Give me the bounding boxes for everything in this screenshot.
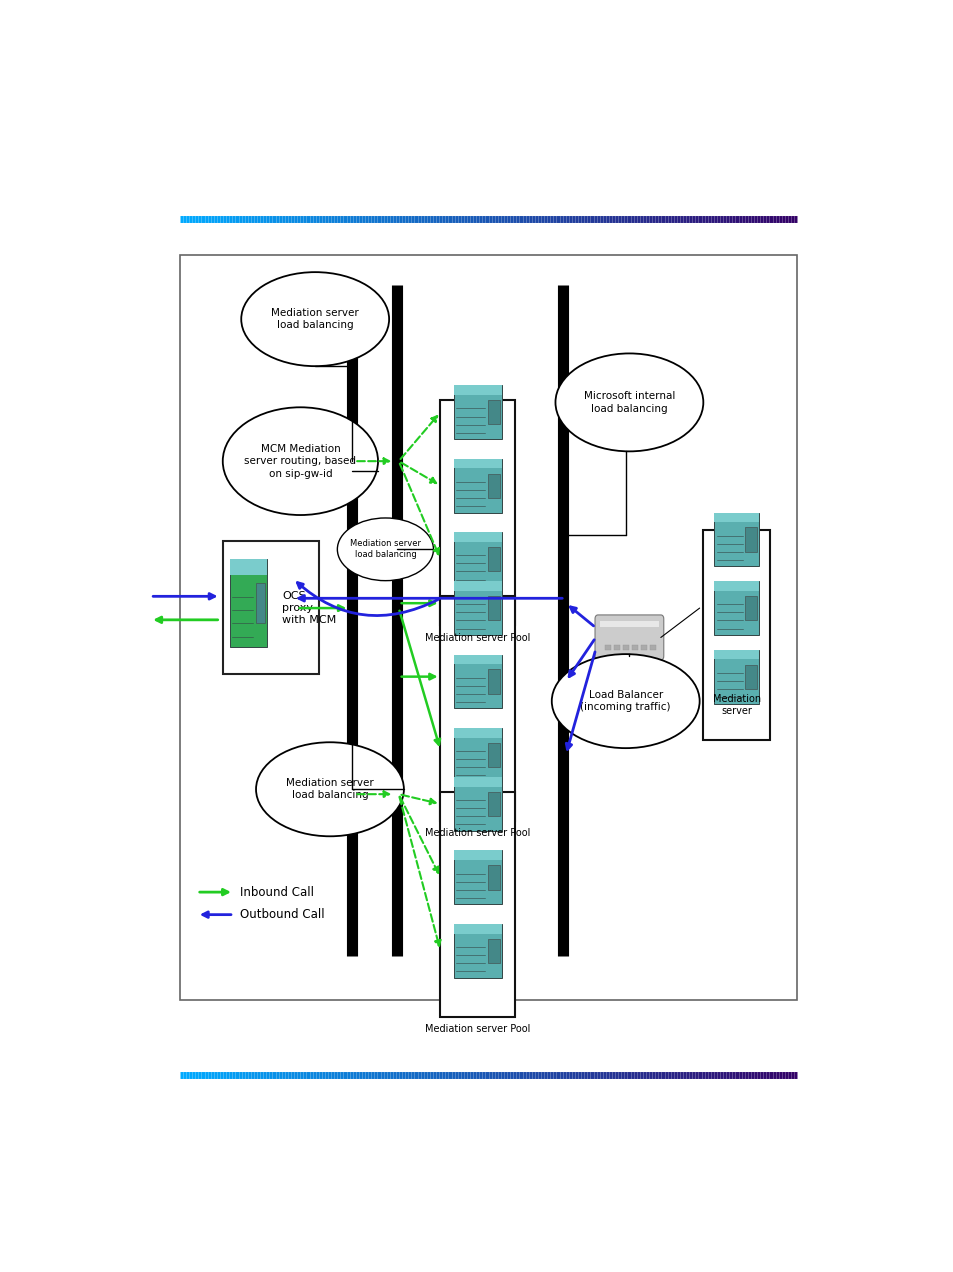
FancyBboxPatch shape xyxy=(487,473,499,497)
FancyBboxPatch shape xyxy=(714,581,758,590)
FancyBboxPatch shape xyxy=(230,560,267,647)
FancyBboxPatch shape xyxy=(744,664,756,688)
FancyBboxPatch shape xyxy=(454,385,501,439)
FancyBboxPatch shape xyxy=(487,401,499,425)
FancyArrowPatch shape xyxy=(297,583,437,616)
FancyBboxPatch shape xyxy=(454,851,501,904)
Text: Microsoft internal
load balancing: Microsoft internal load balancing xyxy=(583,392,675,413)
FancyBboxPatch shape xyxy=(714,650,758,659)
FancyArrowPatch shape xyxy=(566,651,595,749)
Text: OCS
proxy
with MCM: OCS proxy with MCM xyxy=(282,591,335,625)
FancyBboxPatch shape xyxy=(454,385,501,394)
Text: Load Balancer
(incoming traffic): Load Balancer (incoming traffic) xyxy=(579,689,670,712)
Text: Mediation server Pool: Mediation server Pool xyxy=(425,1024,530,1034)
FancyBboxPatch shape xyxy=(454,459,501,468)
FancyBboxPatch shape xyxy=(487,865,499,889)
Text: Outbound Call: Outbound Call xyxy=(239,908,324,921)
FancyBboxPatch shape xyxy=(714,513,758,523)
FancyBboxPatch shape xyxy=(454,532,501,586)
FancyBboxPatch shape xyxy=(487,939,499,963)
FancyBboxPatch shape xyxy=(487,547,499,571)
Text: Mediation server Pool: Mediation server Pool xyxy=(425,632,530,642)
FancyArrowPatch shape xyxy=(400,416,436,459)
FancyBboxPatch shape xyxy=(440,792,515,1016)
FancyBboxPatch shape xyxy=(487,792,499,817)
FancyBboxPatch shape xyxy=(440,597,515,820)
FancyBboxPatch shape xyxy=(649,645,655,650)
Text: Mediation
server: Mediation server xyxy=(712,695,760,716)
FancyArrowPatch shape xyxy=(401,795,436,804)
Ellipse shape xyxy=(337,518,433,580)
FancyBboxPatch shape xyxy=(454,459,501,513)
FancyBboxPatch shape xyxy=(454,777,501,831)
FancyArrowPatch shape xyxy=(299,605,343,611)
FancyBboxPatch shape xyxy=(454,923,501,934)
Text: Mediation server
load balancing: Mediation server load balancing xyxy=(350,539,420,560)
FancyBboxPatch shape xyxy=(714,581,758,635)
FancyBboxPatch shape xyxy=(454,923,501,978)
FancyBboxPatch shape xyxy=(454,851,501,860)
FancyBboxPatch shape xyxy=(222,542,318,674)
FancyArrowPatch shape xyxy=(203,912,231,917)
FancyBboxPatch shape xyxy=(487,669,499,693)
FancyBboxPatch shape xyxy=(454,655,501,664)
FancyBboxPatch shape xyxy=(454,728,501,738)
Ellipse shape xyxy=(551,654,699,748)
FancyBboxPatch shape xyxy=(631,645,638,650)
FancyBboxPatch shape xyxy=(595,614,663,660)
FancyBboxPatch shape xyxy=(714,513,758,566)
Ellipse shape xyxy=(241,272,389,366)
FancyArrowPatch shape xyxy=(401,600,435,605)
FancyBboxPatch shape xyxy=(230,560,267,575)
FancyBboxPatch shape xyxy=(454,581,501,635)
FancyArrowPatch shape xyxy=(199,889,228,895)
FancyArrowPatch shape xyxy=(399,464,438,555)
FancyBboxPatch shape xyxy=(702,529,769,740)
FancyArrowPatch shape xyxy=(399,796,440,946)
FancyBboxPatch shape xyxy=(454,655,501,709)
Text: Mediation server Pool: Mediation server Pool xyxy=(425,828,530,838)
Ellipse shape xyxy=(222,407,377,515)
FancyArrowPatch shape xyxy=(356,458,389,464)
FancyArrowPatch shape xyxy=(156,617,217,622)
FancyBboxPatch shape xyxy=(714,650,758,703)
Ellipse shape xyxy=(555,354,702,452)
FancyBboxPatch shape xyxy=(440,401,515,625)
FancyBboxPatch shape xyxy=(599,621,658,627)
FancyBboxPatch shape xyxy=(487,597,499,621)
FancyBboxPatch shape xyxy=(454,777,501,786)
FancyBboxPatch shape xyxy=(744,528,756,552)
Text: Inbound Call: Inbound Call xyxy=(239,885,314,898)
FancyBboxPatch shape xyxy=(454,532,501,542)
FancyArrowPatch shape xyxy=(569,640,594,677)
FancyArrowPatch shape xyxy=(399,611,439,744)
FancyBboxPatch shape xyxy=(744,597,756,621)
FancyArrowPatch shape xyxy=(400,463,436,483)
FancyArrowPatch shape xyxy=(399,796,437,873)
FancyBboxPatch shape xyxy=(180,256,797,1000)
FancyArrowPatch shape xyxy=(570,607,593,626)
FancyBboxPatch shape xyxy=(622,645,628,650)
Text: MCM Mediation
server routing, based
on sip-gw-id: MCM Mediation server routing, based on s… xyxy=(244,444,356,478)
FancyBboxPatch shape xyxy=(487,743,499,767)
Text: Mediation server
load balancing: Mediation server load balancing xyxy=(286,778,374,800)
Text: Mediation server
load balancing: Mediation server load balancing xyxy=(271,308,358,331)
FancyArrowPatch shape xyxy=(152,594,214,599)
FancyArrowPatch shape xyxy=(298,595,561,602)
FancyArrowPatch shape xyxy=(401,674,435,679)
Ellipse shape xyxy=(255,743,403,836)
FancyArrowPatch shape xyxy=(356,791,389,798)
FancyBboxPatch shape xyxy=(605,645,611,650)
FancyBboxPatch shape xyxy=(640,645,646,650)
FancyBboxPatch shape xyxy=(614,645,619,650)
FancyBboxPatch shape xyxy=(454,728,501,782)
FancyBboxPatch shape xyxy=(454,581,501,590)
FancyBboxPatch shape xyxy=(255,584,265,623)
